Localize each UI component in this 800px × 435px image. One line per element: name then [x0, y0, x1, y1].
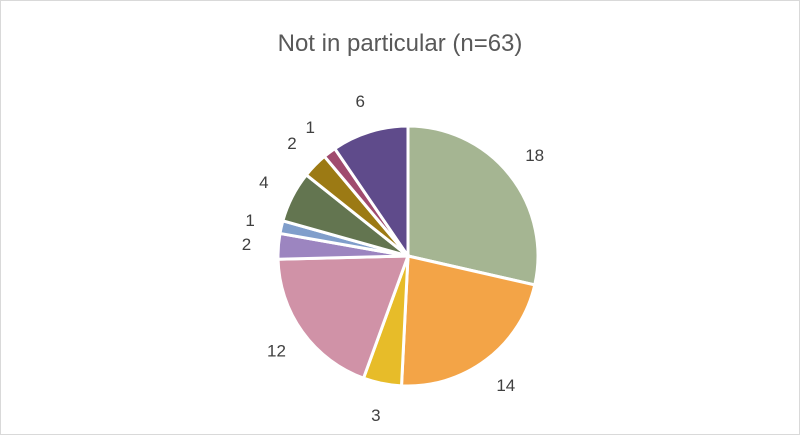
- data-label: 2: [287, 134, 296, 153]
- chart-title: Not in particular (n=63): [277, 30, 523, 57]
- data-label: 2: [242, 235, 251, 254]
- data-label: 1: [305, 118, 314, 137]
- pie-slice: [332, 124, 410, 261]
- pie-slice: [406, 124, 540, 287]
- data-label: 1: [245, 211, 254, 230]
- pie-slice: [276, 254, 411, 381]
- data-label: 6: [356, 92, 365, 111]
- data-label: 12: [267, 342, 286, 361]
- data-label: 4: [259, 173, 268, 192]
- data-label: 14: [496, 376, 515, 395]
- pie-slice: [399, 254, 537, 388]
- data-label: 18: [525, 146, 544, 165]
- data-label: 3: [371, 406, 380, 425]
